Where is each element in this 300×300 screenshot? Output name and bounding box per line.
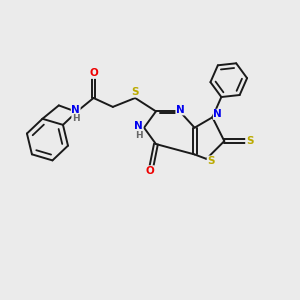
Text: N: N	[176, 105, 185, 115]
Text: H: H	[135, 130, 142, 140]
Text: S: S	[131, 87, 139, 97]
Text: S: S	[246, 136, 253, 146]
Text: N: N	[71, 105, 80, 115]
Text: O: O	[146, 166, 154, 176]
Text: S: S	[207, 156, 215, 166]
Text: N: N	[213, 109, 222, 119]
Text: O: O	[90, 68, 98, 78]
Text: H: H	[72, 114, 80, 123]
Text: N: N	[134, 121, 143, 131]
